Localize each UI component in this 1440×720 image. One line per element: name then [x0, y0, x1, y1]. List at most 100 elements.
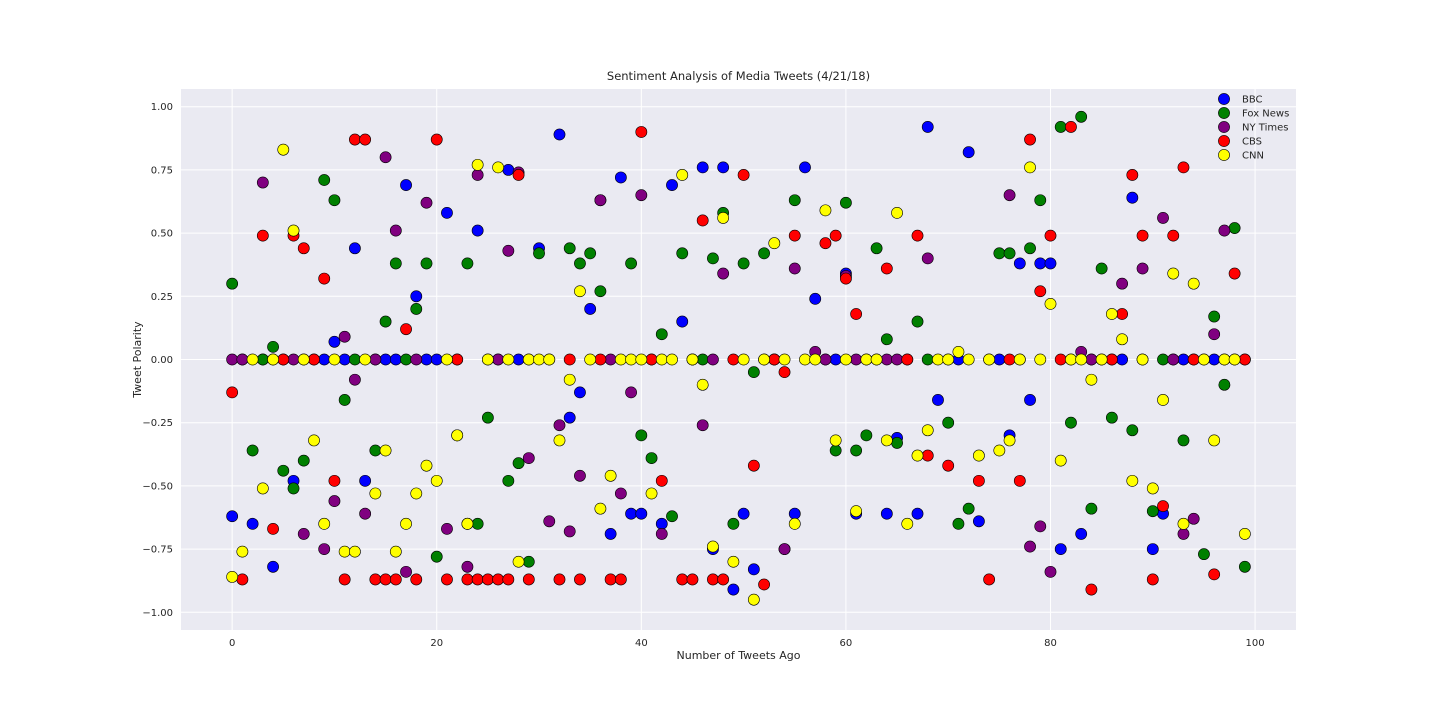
data-point [328, 495, 341, 507]
data-point [840, 353, 852, 366]
data-point [522, 573, 535, 586]
data-point [256, 176, 269, 189]
data-point [614, 171, 627, 184]
chart-title: Sentiment Analysis of Media Tweets (4/21… [607, 69, 870, 83]
data-point [451, 429, 464, 442]
data-point [1116, 333, 1129, 346]
data-point [1187, 353, 1200, 366]
data-point [226, 386, 239, 399]
y-tick-label: 0.75 [151, 165, 173, 176]
data-point [1024, 161, 1036, 174]
data-point [420, 353, 433, 366]
data-point [901, 353, 914, 366]
data-point [563, 525, 576, 538]
y-tick-label: −0.75 [142, 545, 173, 556]
data-point [1187, 512, 1200, 525]
legend-marker [1218, 149, 1230, 161]
data-point [1044, 257, 1057, 270]
data-point [819, 204, 832, 217]
data-point [696, 214, 709, 227]
data-point [348, 353, 361, 366]
data-point [359, 507, 372, 520]
series-cnn [226, 143, 1251, 606]
data-point [226, 277, 239, 290]
data-point [1054, 353, 1067, 366]
data-point [1208, 328, 1221, 341]
data-point [604, 353, 617, 366]
data-point [614, 573, 627, 586]
data-point [645, 353, 658, 366]
data-point [563, 411, 576, 424]
data-point [236, 353, 249, 366]
data-point [799, 161, 811, 174]
data-point [993, 353, 1006, 366]
data-point [1218, 224, 1231, 237]
data-point [348, 373, 361, 386]
data-point [604, 573, 617, 586]
data-point [655, 474, 668, 487]
data-point [880, 507, 893, 520]
data-point [1003, 189, 1016, 202]
data-point [1116, 353, 1129, 366]
data-point [410, 487, 423, 500]
data-point [1198, 353, 1210, 366]
data-point [1157, 212, 1169, 224]
data-point [840, 196, 852, 209]
data-point [1075, 528, 1088, 540]
data-point [1126, 169, 1139, 181]
y-tick-label: 1.00 [151, 102, 173, 113]
data-point [645, 487, 658, 500]
data-point [1034, 285, 1047, 298]
data-point [788, 262, 801, 275]
data-point [1167, 229, 1180, 242]
data-point [471, 517, 484, 530]
data-point [267, 340, 279, 353]
data-point [993, 247, 1006, 260]
data-point [471, 224, 484, 237]
data-point [1177, 528, 1190, 540]
data-point [1024, 394, 1036, 406]
data-point [410, 303, 423, 315]
data-point [676, 315, 689, 328]
data-point [645, 452, 658, 464]
data-point [972, 474, 985, 487]
data-point [1126, 474, 1139, 487]
data-point [707, 252, 719, 265]
data-point [696, 353, 709, 366]
data-point [850, 444, 863, 457]
data-point [318, 543, 331, 556]
data-point [891, 353, 903, 366]
data-point [829, 434, 842, 447]
data-point [676, 573, 689, 586]
x-tick-label: 20 [430, 638, 443, 649]
data-point [1238, 528, 1251, 540]
data-point [614, 353, 627, 366]
data-point [1146, 505, 1159, 518]
data-point [942, 459, 955, 472]
data-point [287, 353, 300, 366]
data-point [1003, 353, 1016, 366]
data-point [1065, 416, 1077, 429]
data-point [441, 353, 453, 366]
data-point [348, 545, 361, 558]
data-point [870, 242, 883, 255]
data-point [1105, 308, 1118, 320]
data-point [932, 394, 944, 406]
data-point [543, 515, 556, 528]
data-point [635, 126, 648, 138]
data-point [574, 469, 586, 482]
data-point [717, 161, 730, 174]
data-point [819, 237, 832, 250]
data-point [553, 419, 566, 432]
data-point [921, 121, 934, 133]
data-point [553, 128, 566, 141]
data-point [574, 386, 586, 399]
data-point [747, 593, 760, 606]
x-tick-label: 60 [840, 638, 853, 649]
data-point [788, 517, 801, 530]
data-point [880, 262, 893, 275]
legend-label: Fox News [1242, 109, 1289, 120]
data-point [461, 573, 474, 586]
data-point [369, 353, 382, 366]
